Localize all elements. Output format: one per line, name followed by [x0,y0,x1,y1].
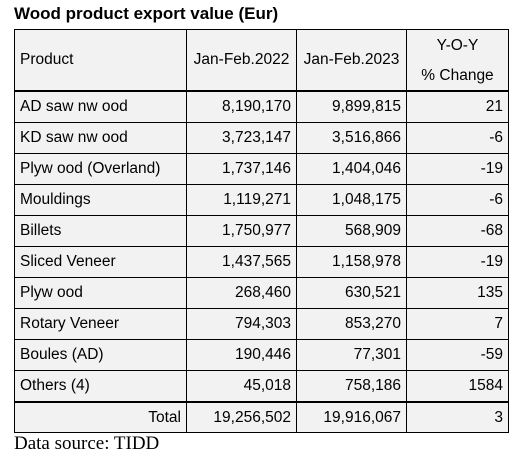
yoy-change-cell: -6 [406,122,509,154]
table-row: AD saw nw ood 8,190,170 9,899,815 21 [14,90,509,123]
product-cell: Plyw ood [14,277,187,309]
yoy-header-line1: Y-O-Y [436,36,479,54]
jan-feb-2023-cell: 758,186 [296,370,407,403]
yoy-change-cell: 1584 [406,370,509,403]
yoy-change-cell: -6 [406,184,509,216]
table-row: Boules (AD) 190,446 77,301 -59 [14,339,509,371]
product-cell: Boules (AD) [14,339,187,371]
table-row: Others (4) 45,018 758,186 1584 [14,370,509,403]
jan-feb-2022-cell: 3,723,147 [186,122,297,154]
table-row: Plyw ood 268,460 630,521 135 [14,277,509,309]
jan-feb-2022-column-header: Jan-Feb.2022 [186,29,297,92]
jan-feb-2023-cell: 1,048,175 [296,184,407,216]
yoy-change-column-header: Y-O-Y % Change [406,29,509,92]
table-row: Mouldings 1,119,271 1,048,175 -6 [14,184,509,216]
jan-feb-2023-cell: 9,899,815 [296,90,407,123]
yoy-header-line2: % Change [421,66,494,84]
jan-feb-2022-cell: 8,190,170 [186,90,297,123]
jan-feb-2022-cell: 794,303 [186,308,297,340]
table-row: Billets 1,750,977 568,909 -68 [14,215,509,247]
total-yoy-cell: 3 [406,401,509,433]
jan-feb-2022-cell: 1,437,565 [186,246,297,278]
total-row: Total 19,256,502 19,916,067 3 [14,401,509,433]
yoy-change-cell: -59 [406,339,509,371]
table-title: Wood product export value (Eur) [14,4,279,23]
jan-feb-2023-cell: 77,301 [296,339,407,371]
total-2022-cell: 19,256,502 [186,401,297,433]
jan-feb-2023-column-header: Jan-Feb.2023 [296,29,407,92]
jan-feb-2023-cell: 630,521 [296,277,407,309]
product-cell: Plyw ood (Overland) [14,153,187,185]
table-row: Plyw ood (Overland) 1,737,146 1,404,046 -19 [14,153,509,185]
jan-feb-2023-cell: 1,404,046 [296,153,407,185]
yoy-change-cell: -68 [406,215,509,247]
product-cell: Rotary Veneer [14,308,187,340]
product-cell: Billets [14,215,187,247]
jan-feb-2022-cell: 1,119,271 [186,184,297,216]
jan-feb-2022-cell: 268,460 [186,277,297,309]
jan-feb-2023-cell: 853,270 [296,308,407,340]
table-row: KD saw nw ood 3,723,147 3,516,866 -6 [14,122,509,154]
yoy-change-cell: 135 [406,277,509,309]
yoy-change-cell: -19 [406,246,509,278]
jan-feb-2023-cell: 3,516,866 [296,122,407,154]
total-2023-cell: 19,916,067 [296,401,407,433]
jan-feb-2022-cell: 1,750,977 [186,215,297,247]
export-value-table: Product Jan-Feb.2022 Jan-Feb.2023 Y-O-Y … [14,29,509,433]
jan-feb-2022-cell: 190,446 [186,339,297,371]
jan-feb-2022-cell: 45,018 [186,370,297,403]
table-row: Sliced Veneer 1,437,565 1,158,978 -19 [14,246,509,278]
jan-feb-2023-cell: 1,158,978 [296,246,407,278]
header-row: Product Jan-Feb.2022 Jan-Feb.2023 Y-O-Y … [14,29,509,92]
table-row: Rotary Veneer 794,303 853,270 7 [14,308,509,340]
product-cell: Others (4) [14,370,187,403]
yoy-change-cell: -19 [406,153,509,185]
data-source-note: Data source: TIDD [14,433,160,454]
yoy-change-cell: 21 [406,90,509,123]
jan-feb-2022-cell: 1,737,146 [186,153,297,185]
yoy-change-cell: 7 [406,308,509,340]
product-cell: Mouldings [14,184,187,216]
product-cell: Sliced Veneer [14,246,187,278]
product-cell: AD saw nw ood [14,90,187,123]
product-column-header: Product [14,29,187,92]
product-cell: KD saw nw ood [14,122,187,154]
jan-feb-2023-cell: 568,909 [296,215,407,247]
total-label: Total [14,401,187,433]
